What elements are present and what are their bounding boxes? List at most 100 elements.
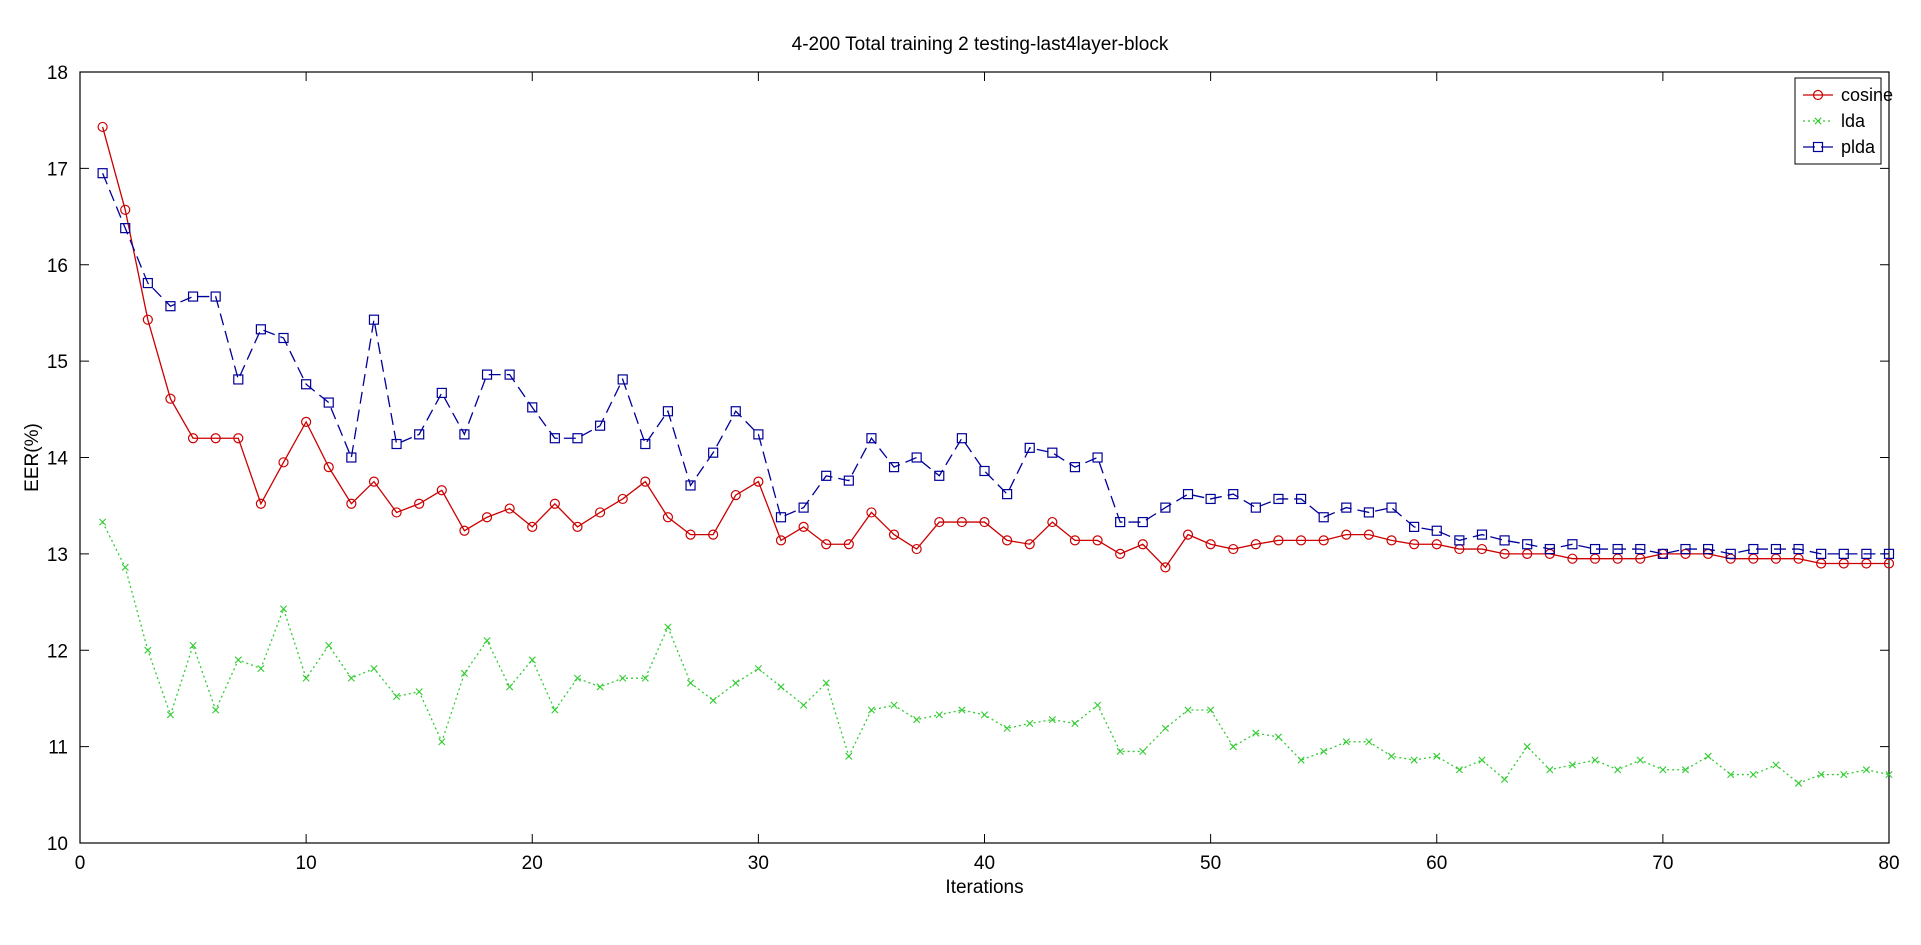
data-point-lda <box>1659 766 1667 774</box>
y-tick-label: 15 <box>47 352 68 373</box>
data-point-lda <box>890 701 898 709</box>
data-point-cosine <box>481 512 493 523</box>
x-axis: 0 10 20 30 40 50 60 70 80 <box>75 72 1900 874</box>
data-point-lda <box>325 641 333 650</box>
series-layer <box>97 121 1895 787</box>
data-point-lda <box>1184 706 1192 714</box>
data-point-lda <box>1342 738 1350 746</box>
data-point-lda <box>99 518 107 526</box>
data-point-lda <box>709 696 717 704</box>
data-point-cosine <box>594 507 606 518</box>
data-point-plda <box>368 314 380 325</box>
data-point-cosine <box>662 512 674 523</box>
data-point-plda <box>1069 462 1081 473</box>
data-point-plda <box>1182 489 1194 500</box>
data-point-plda <box>572 433 583 444</box>
data-point-cosine <box>685 529 696 540</box>
data-point-plda <box>1454 535 1465 546</box>
data-point-cosine <box>979 516 990 528</box>
data-point-plda <box>1702 543 1714 555</box>
data-point-cosine <box>775 535 787 546</box>
data-point-plda <box>1838 548 1849 559</box>
data-point-cosine <box>165 393 176 404</box>
data-point-lda <box>212 706 220 714</box>
data-point-plda <box>549 433 560 444</box>
data-point-lda <box>867 706 876 714</box>
data-point-lda <box>1274 733 1283 741</box>
legend-label: cosine <box>1841 85 1893 105</box>
series-line-lda <box>102 521 1890 784</box>
data-point-lda <box>144 646 152 654</box>
legend: cosine lda plda <box>1794 77 1893 165</box>
y-tick-label: 18 <box>47 63 68 84</box>
data-point-plda <box>1612 543 1623 555</box>
data-point-cosine <box>1363 529 1375 540</box>
data-point-plda <box>708 447 719 458</box>
x-tick-label: 80 <box>1878 853 1899 874</box>
data-point-plda <box>1793 543 1804 555</box>
data-point-cosine <box>1160 562 1171 573</box>
legend-item-plda: plda <box>1803 137 1876 157</box>
data-point-cosine <box>934 516 945 528</box>
legend-marker <box>1812 89 1824 101</box>
data-point-lda <box>573 674 582 682</box>
data-point-cosine <box>368 476 380 487</box>
legend-marker <box>1812 141 1824 153</box>
data-point-lda <box>1229 743 1237 751</box>
data-point-cosine <box>1499 548 1510 559</box>
data-point-plda <box>1816 548 1827 559</box>
data-point-lda <box>845 752 853 760</box>
data-point-plda <box>1431 525 1442 536</box>
legend-label: lda <box>1841 111 1866 131</box>
data-point-lda <box>1026 719 1034 728</box>
data-point-plda <box>1137 516 1148 528</box>
data-point-cosine <box>1431 539 1442 550</box>
data-point-cosine <box>323 462 334 473</box>
data-point-lda <box>528 656 536 664</box>
series-cosine <box>97 121 1895 573</box>
data-point-cosine <box>617 493 628 505</box>
data-point-plda <box>753 429 764 440</box>
data-point-lda <box>1116 747 1124 756</box>
data-point-cosine <box>504 503 515 514</box>
x-tick-label: 60 <box>1426 853 1447 874</box>
data-point-lda <box>483 637 491 645</box>
data-point-plda <box>1680 543 1691 555</box>
data-point-lda <box>1636 756 1644 764</box>
data-point-plda <box>436 387 447 399</box>
data-point-plda <box>911 452 922 463</box>
data-point-plda <box>391 438 402 450</box>
data-point-plda <box>1589 543 1601 555</box>
data-point-plda <box>730 406 741 417</box>
data-point-cosine <box>1002 535 1013 546</box>
data-point-lda <box>664 623 672 631</box>
data-point-cosine <box>1861 558 1872 569</box>
data-point-lda <box>257 664 265 673</box>
data-point-cosine <box>301 416 312 427</box>
data-point-cosine <box>843 539 854 550</box>
data-point-lda <box>1003 724 1011 732</box>
data-point-cosine <box>1883 558 1895 569</box>
data-point-lda <box>279 605 288 613</box>
data-point-lda <box>551 706 559 714</box>
data-point-plda <box>481 369 493 380</box>
data-point-lda <box>1478 756 1486 764</box>
data-point-cosine <box>1838 558 1849 569</box>
data-point-plda <box>142 277 153 289</box>
data-point-cosine <box>1635 553 1646 564</box>
data-point-cosine <box>1092 535 1103 546</box>
legend-item-lda: lda <box>1803 111 1866 131</box>
data-point-lda <box>302 674 310 682</box>
data-point-plda <box>775 512 787 523</box>
x-tick-label: 70 <box>1652 853 1673 874</box>
data-point-lda <box>189 641 197 650</box>
data-point-lda <box>1139 747 1147 756</box>
data-point-cosine <box>1589 553 1601 564</box>
data-point-plda <box>979 465 990 477</box>
data-point-plda <box>1318 512 1329 523</box>
data-point-plda <box>1476 529 1488 540</box>
data-point-cosine <box>753 476 764 487</box>
data-point-lda <box>506 683 514 691</box>
data-point-plda <box>346 452 357 463</box>
data-point-cosine <box>391 507 402 518</box>
